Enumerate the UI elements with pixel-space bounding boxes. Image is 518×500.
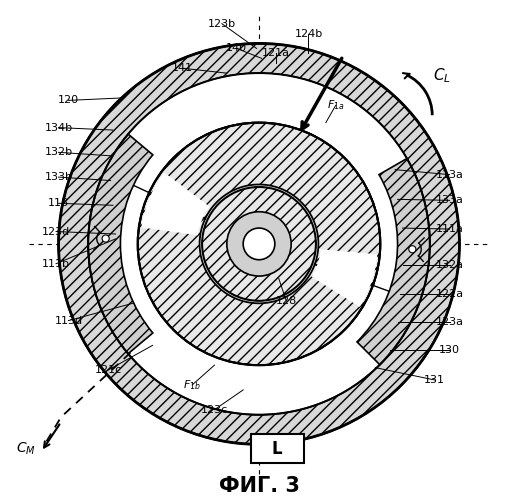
Text: 131: 131 <box>424 375 445 385</box>
Text: 132b: 132b <box>45 148 73 158</box>
Text: 123a: 123a <box>436 317 464 327</box>
Text: L: L <box>272 440 283 458</box>
Circle shape <box>243 228 275 260</box>
Wedge shape <box>88 134 153 354</box>
Text: 111a: 111a <box>436 224 464 234</box>
Text: $F_{1b}$: $F_{1b}$ <box>183 378 201 392</box>
Polygon shape <box>141 172 210 236</box>
Text: 111b: 111b <box>42 258 70 268</box>
Circle shape <box>202 187 316 301</box>
Wedge shape <box>59 44 459 444</box>
Text: 123d: 123d <box>42 226 70 236</box>
Text: $C_M$: $C_M$ <box>17 441 36 458</box>
Text: 124b: 124b <box>294 28 323 38</box>
Text: 120: 120 <box>58 96 79 106</box>
Text: 121c: 121c <box>94 365 122 375</box>
Text: 130: 130 <box>439 346 460 356</box>
Text: 118: 118 <box>48 198 69 208</box>
Text: 134b: 134b <box>45 122 73 132</box>
Text: ФИГ. 3: ФИГ. 3 <box>219 476 299 496</box>
Polygon shape <box>138 192 373 365</box>
Text: 123c: 123c <box>201 404 228 414</box>
Text: 121a: 121a <box>262 48 290 58</box>
Text: 122a: 122a <box>436 290 464 300</box>
Circle shape <box>89 74 429 414</box>
Text: 141: 141 <box>172 63 193 73</box>
Text: 113a: 113a <box>436 170 464 179</box>
Circle shape <box>409 246 416 253</box>
Text: 133b: 133b <box>45 172 73 182</box>
Text: $C_L$: $C_L$ <box>433 66 451 85</box>
Circle shape <box>59 44 459 444</box>
Polygon shape <box>149 122 380 286</box>
Text: $F_{1a}$: $F_{1a}$ <box>327 98 344 112</box>
FancyBboxPatch shape <box>251 434 304 463</box>
Text: 123b: 123b <box>208 18 236 28</box>
Text: 133a: 133a <box>436 196 464 205</box>
Circle shape <box>227 212 291 276</box>
Text: 140: 140 <box>226 44 247 54</box>
Polygon shape <box>88 172 420 414</box>
Wedge shape <box>357 158 430 364</box>
Circle shape <box>102 235 109 242</box>
Text: 128: 128 <box>276 296 297 306</box>
Polygon shape <box>311 250 377 307</box>
Text: 113d: 113d <box>54 316 82 326</box>
Text: 132a: 132a <box>436 260 464 270</box>
